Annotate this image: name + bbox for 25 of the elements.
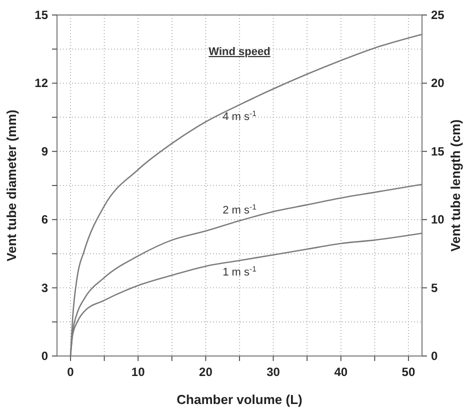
series-label: 2 m s$^{-1}$: [222, 202, 256, 217]
legend-title: Wind speed: [208, 46, 270, 58]
y2-tick-label: 15: [431, 144, 445, 158]
y2-tick-label: 5: [431, 280, 438, 295]
series-label: 1 m s$^{-1}$: [222, 264, 256, 279]
x-tick-label: 20: [199, 365, 213, 379]
y2-tick-label: 10: [431, 212, 445, 227]
x-tick-label: 0: [67, 365, 74, 379]
y-tick-label: 0: [41, 349, 48, 363]
y2-tick-label: 25: [431, 8, 445, 22]
x-tick-label: 10: [131, 365, 146, 379]
y2-tick-label: 20: [431, 76, 445, 90]
x-tick-label: 30: [266, 365, 280, 379]
y2-axis-title: Vent tube length (cm): [448, 119, 463, 252]
y-tick-label: 9: [41, 144, 48, 158]
series-label: 4 m s$^{-1}$: [222, 108, 256, 123]
y2-tick-label: 0: [431, 349, 438, 363]
y-tick-label: 6: [41, 212, 48, 227]
y-tick-label: 3: [41, 280, 48, 295]
x-axis-title: Chamber volume (L): [176, 392, 302, 407]
y-axis-title: Vent tube diameter (mm): [4, 110, 19, 262]
y-tick-label: 12: [34, 76, 48, 90]
x-tick-label: 50: [402, 365, 416, 379]
y-tick-label: 15: [34, 8, 48, 22]
x-tick-label: 40: [334, 365, 348, 379]
